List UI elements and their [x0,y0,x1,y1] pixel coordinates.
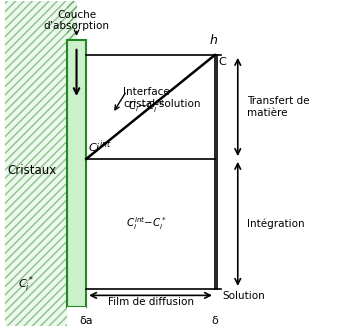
Text: Cristaux: Cristaux [7,164,56,177]
Bar [67,307,86,326]
Text: Transfert de
matière: Transfert de matière [247,96,309,118]
Text: δ: δ [211,316,218,326]
Bar [67,40,86,307]
Text: Film de diffusion: Film de diffusion [108,297,194,307]
Text: $Ci^{int}$: $Ci^{int}$ [88,139,112,155]
Bar [5,1,67,326]
Text: Interface
cristal-solution: Interface cristal-solution [123,87,201,109]
Text: $C_i^*$: $C_i^*$ [18,274,34,294]
Text: δa: δa [79,316,93,326]
Text: Couche
d’absorption: Couche d’absorption [43,10,109,31]
Text: $C_i{-}C_i^{int}$: $C_i{-}C_i^{int}$ [128,99,166,116]
Text: $C_i^{int}{-}C_i^*$: $C_i^{int}{-}C_i^*$ [126,215,168,232]
Bar [5,1,76,326]
Text: C: C [218,57,226,67]
Text: $h$: $h$ [209,33,218,47]
Text: Solution: Solution [222,290,265,301]
Text: Intégration: Intégration [247,219,304,229]
